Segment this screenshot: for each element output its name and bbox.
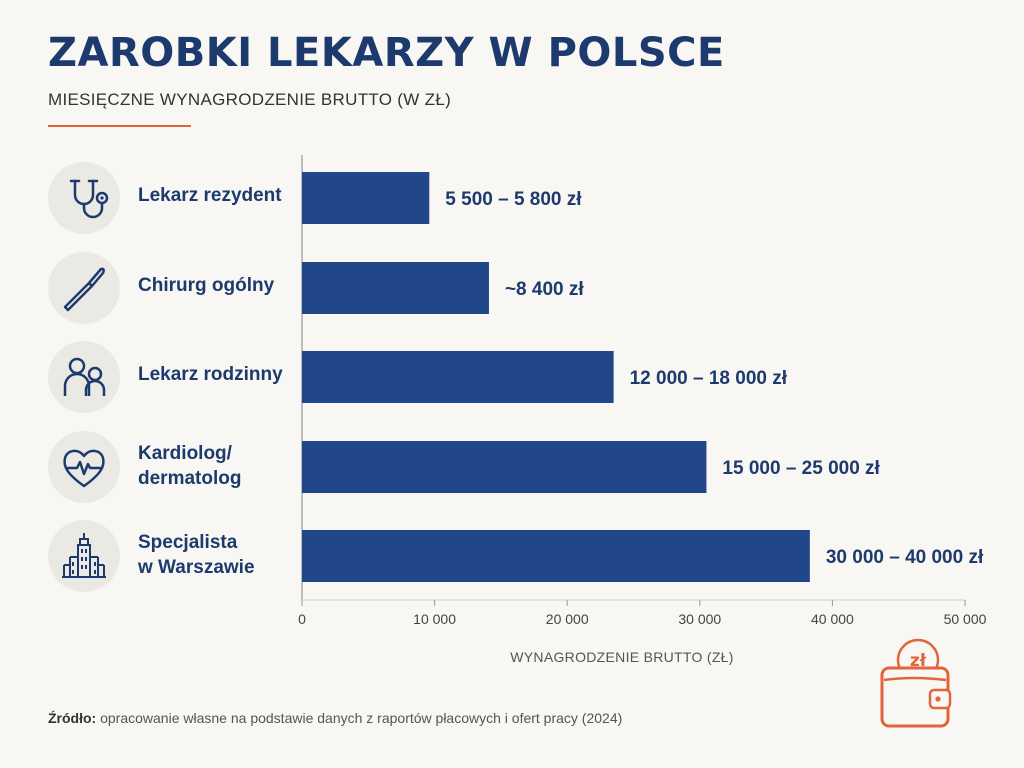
x-tick-label: 0 — [298, 611, 306, 627]
bar-value-label: 15 000 – 25 000 zł — [722, 458, 880, 479]
x-tick-label: 50 000 — [944, 611, 987, 627]
category-label-line: Lekarz rodzinny — [138, 363, 283, 385]
bar-chart: 5 500 – 5 800 zł ~8 400 zł 12 000 – 18 000… — [298, 155, 987, 665]
x-tick-label: 20 000 — [546, 611, 589, 627]
bar — [302, 530, 810, 582]
wallet-coin-text: zł — [910, 651, 927, 671]
source-note: Źródło: opracowanie własne na podstawie … — [48, 710, 622, 726]
x-tick-label: 40 000 — [811, 611, 854, 627]
category-label-line: Kardiolog/ — [138, 443, 232, 464]
page-subtitle: MIESIĘCZNE WYNAGRODZENIE BRUTTO (W ZŁ) — [48, 90, 452, 109]
category-label: Chirurg ogólny — [138, 273, 298, 298]
category-label-line: Specjalista — [138, 532, 238, 553]
bar-value-label: 12 000 – 18 000 zł — [630, 368, 788, 389]
bar-value-label: ~8 400 zł — [505, 279, 584, 300]
bar — [302, 351, 614, 403]
bar-value-label: 5 500 – 5 800 zł — [445, 189, 582, 210]
category-label: Specjalista w Warszawie — [138, 530, 298, 580]
source-text: opracowanie własne na podstawie danych z… — [96, 710, 623, 726]
source-prefix: Źródło: — [48, 710, 97, 726]
bar — [302, 262, 489, 314]
bar — [302, 172, 430, 224]
category-label: Kardiolog/dermatolog — [138, 441, 298, 491]
category-label: Lekarz rodzinny — [138, 362, 298, 387]
x-tick-label: 30 000 — [678, 611, 721, 627]
category-label-line: Chirurg ogólny — [138, 274, 275, 296]
title-accent-line — [48, 125, 191, 127]
palace-building-icon — [48, 520, 120, 592]
page-title: ZAROBKI LEKARZY W POLSCE — [48, 30, 725, 76]
category-label: Lekarz rezydent — [138, 183, 298, 208]
bar-value-label: 30 000 – 40 000 zł — [826, 547, 984, 568]
scalpel-icon — [48, 252, 120, 324]
category-label-line: Lekarz rezydent — [138, 184, 282, 206]
wallet-coin-icon: zł — [880, 638, 952, 728]
x-tick-label: 10 000 — [413, 611, 456, 627]
heart-pulse-icon — [48, 431, 120, 503]
family-icon — [48, 341, 120, 413]
stethoscope-icon — [48, 162, 120, 234]
bar — [302, 441, 707, 493]
category-label-line: dermatolog — [138, 468, 242, 489]
x-axis-title: WYNAGRODZENIE BRUTTO (ZŁ) — [510, 649, 733, 665]
category-label-line: w Warszawie — [138, 557, 255, 578]
